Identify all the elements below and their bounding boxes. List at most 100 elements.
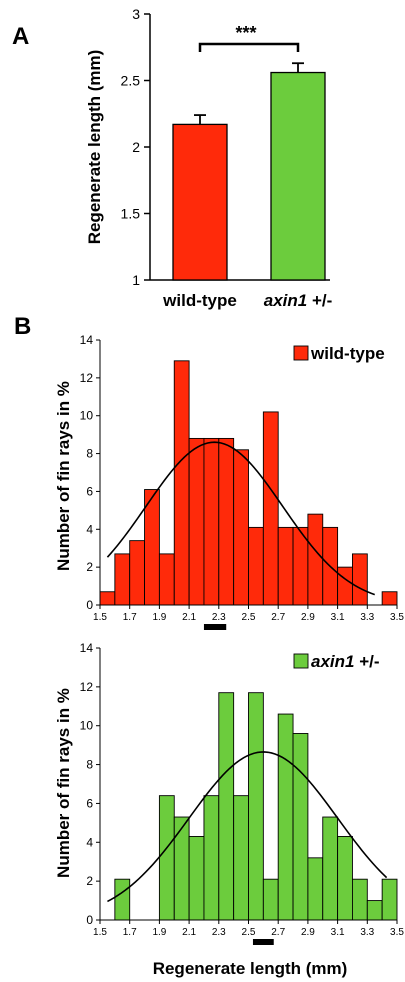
- y-tick-label: 0: [86, 598, 93, 612]
- bar-wild-type: [172, 123, 228, 281]
- y-tick-label: 2: [86, 874, 93, 888]
- histogram-bar: [218, 692, 235, 921]
- category-label-text: +/-: [307, 291, 332, 310]
- legend-label-text: wild-type: [310, 344, 385, 363]
- histogram-bar: [188, 437, 205, 606]
- histogram-bar: [307, 857, 324, 921]
- histogram-bar: [337, 566, 353, 606]
- y-tick-label: 8: [86, 447, 93, 461]
- y-tick-label: 12: [80, 680, 94, 694]
- x-tick-label: 3.1: [331, 927, 345, 938]
- panel-a-label: A: [12, 23, 29, 50]
- histogram-bar: [262, 878, 279, 921]
- panel-a-y-ticks: 1 1.5 2 2.5 3: [121, 6, 150, 288]
- x-tick-label: 1.5: [93, 927, 107, 938]
- x-tick-label: 2.1: [182, 927, 196, 938]
- histogram-bar: [158, 553, 175, 606]
- y-tick-label: 6: [86, 796, 93, 810]
- y-tick-label: 10: [80, 409, 94, 423]
- x-tick-label: 3.5: [390, 927, 404, 938]
- y-tick-label: 4: [86, 522, 93, 536]
- y-tick-label: 8: [86, 758, 93, 772]
- x-tick-label: 2.1: [182, 612, 196, 623]
- fit-curve-line: [106, 441, 376, 596]
- y-tick-label: 10: [80, 719, 94, 733]
- histogram-bar: [248, 526, 264, 606]
- category-label-italic: axin1: [264, 291, 307, 310]
- x-tick-label: 3.3: [360, 927, 374, 938]
- histogram-bar: [262, 411, 279, 606]
- x-tick-label: 2.7: [271, 927, 285, 938]
- panel-a: A Regenerate length (mm) 1 1.5 2 2.5 3 *** w…: [12, 6, 332, 310]
- y-tick-label: 14: [80, 641, 94, 655]
- histogram-bar: [322, 816, 339, 921]
- histogram-bar: [173, 816, 190, 921]
- histogram-bar: [203, 795, 220, 921]
- legend-label-text: +/-: [354, 652, 379, 671]
- x-tick-label: 1.7: [123, 927, 137, 938]
- panel-b-axin1-histogram: Number of fin rays in % 0 2 4 6 8 10 12 14 1.5 1.…: [54, 641, 404, 978]
- histogram-2-x-axis-label: Regenerate length (mm): [153, 959, 348, 978]
- histogram-bar: [277, 713, 294, 921]
- y-tick-label: 1: [132, 272, 140, 288]
- x-tick-label: 2.5: [242, 612, 256, 623]
- histogram-2-y-axis-label: Number of fin rays in %: [54, 688, 73, 878]
- y-tick-label: 2: [132, 139, 140, 155]
- x-tick-label: 2.7: [271, 612, 285, 623]
- y-tick-label: 2: [86, 560, 93, 574]
- panel-a-bars: [172, 62, 326, 281]
- legend-label-italic: axin1: [311, 652, 354, 671]
- y-tick-label: 1.5: [121, 206, 141, 222]
- y-tick-label: 3: [132, 6, 140, 22]
- panel-a-y-axis-label: Regenerate length (mm): [85, 50, 104, 245]
- mean-marker: [203, 624, 227, 630]
- significance-label: ***: [235, 23, 256, 43]
- x-tick-label: 3.5: [390, 612, 404, 623]
- significance-bracket: [198, 42, 300, 52]
- x-tick-label: 1.9: [152, 612, 166, 623]
- y-tick-label: 2.5: [121, 73, 141, 89]
- histogram-bar: [381, 878, 398, 921]
- histogram-bar: [99, 591, 116, 606]
- x-tick-label: 2.9: [301, 927, 315, 938]
- x-tick-label: 1.7: [123, 612, 137, 623]
- category-label: wild-type: [162, 291, 237, 310]
- y-tick-label: 4: [86, 835, 93, 849]
- histogram-bar: [352, 553, 368, 606]
- histogram-bar: [248, 692, 264, 921]
- histogram-1-y-axis-label: Number of fin rays in %: [54, 381, 73, 571]
- x-tick-label: 3.3: [360, 612, 374, 623]
- x-tick-label: 2.9: [301, 612, 315, 623]
- panel-b-label: B: [14, 313, 31, 340]
- fit-curve-line: [107, 751, 388, 903]
- histogram-bar: [129, 540, 145, 606]
- histogram-2-plot: 0 2 4 6 8 10 12 14 1.5 1.7 1.9 2.1 2.3 2.5 2.7 2.9 3.1 3.…: [80, 641, 404, 945]
- histogram-bar: [337, 836, 353, 921]
- x-tick-label: 2.5: [242, 927, 256, 938]
- histogram-bar: [233, 449, 249, 606]
- legend-swatch: [293, 345, 309, 361]
- category-label: axin1 +/-: [264, 291, 333, 310]
- histogram-bar: [114, 553, 131, 606]
- histogram-bar: [292, 733, 309, 921]
- mean-marker: [252, 939, 274, 945]
- histogram-bar: [277, 526, 294, 606]
- legend-label: wild-type: [310, 344, 385, 363]
- x-tick-label: 2.3: [212, 927, 226, 938]
- y-tick-label: 0: [86, 913, 93, 927]
- panel-a-significance: ***: [198, 23, 300, 52]
- y-tick-label: 14: [80, 333, 94, 347]
- bar-axin1: [270, 71, 326, 281]
- histogram-bar: [352, 878, 368, 921]
- histogram-bar: [307, 513, 324, 606]
- histogram-1-plot: 0 2 4 6 8 10 12 14 1.5 1.7 1.9 2.1 2.3 2.5 2.7 2.9 3.1 3.…: [80, 333, 404, 630]
- histogram-bar: [381, 591, 398, 606]
- x-tick-label: 1.9: [152, 927, 166, 938]
- histogram-bar: [158, 795, 175, 921]
- panel-b-wildtype-histogram: B Number of fin rays in % 0 2 4 6 8 10 12 14 1.5…: [14, 313, 404, 630]
- histogram-bar: [144, 489, 160, 606]
- y-tick-label: 12: [80, 371, 94, 385]
- y-tick-label: 6: [86, 484, 93, 498]
- histogram-bar: [218, 437, 235, 606]
